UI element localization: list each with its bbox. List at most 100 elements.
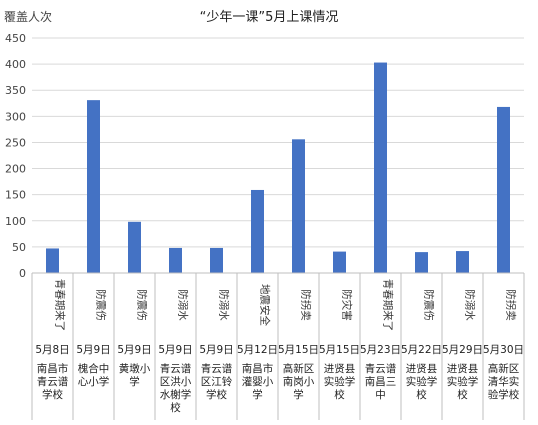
- school-line: 学: [293, 388, 304, 401]
- school-line: 验学校: [488, 388, 520, 401]
- school-line: 进贤县: [447, 363, 479, 375]
- bar: [210, 247, 223, 273]
- category-school-label: 南昌市灌婴小学: [242, 362, 274, 401]
- bar: [374, 62, 387, 273]
- school-line: 心小学: [78, 375, 110, 388]
- category-date-label: 5月22日: [401, 344, 442, 356]
- school-line: 学: [129, 375, 140, 388]
- y-tick-label: 250: [5, 136, 26, 149]
- school-line: 学校: [206, 388, 227, 401]
- y-tick-label: 350: [5, 84, 26, 97]
- category-date-label: 5月8日: [35, 344, 69, 356]
- category-topic-label: 防灾害: [341, 289, 354, 321]
- school-line: 南昌市: [37, 362, 69, 375]
- bar: [128, 221, 141, 273]
- category-school-label: 进贤县实验学校: [406, 363, 438, 401]
- school-line: 进贤县: [324, 363, 356, 375]
- school-line: 青云谱: [201, 362, 233, 375]
- category-topic-label: 防拐卖: [300, 289, 313, 321]
- school-line: 区江铃: [201, 375, 233, 388]
- category-school-label: 青云谱区江铃学校: [201, 362, 233, 401]
- bar: [169, 247, 182, 273]
- category-topic-label: 地震安全: [259, 284, 272, 326]
- category-date-label: 5月9日: [76, 344, 110, 356]
- category-school-label: 高新区南岗小学: [283, 362, 315, 401]
- school-line: 高新区: [283, 362, 315, 375]
- school-line: 实验学: [406, 375, 438, 388]
- school-line: 槐合中: [78, 362, 110, 375]
- y-tick-label: 100: [5, 215, 26, 228]
- school-line: 青云谱: [160, 362, 192, 375]
- school-line: 清华实: [488, 375, 520, 388]
- category-school-label: 高新区清华实验学校: [488, 362, 520, 401]
- category-school-label: 进贤县实验学校: [324, 363, 356, 401]
- gridlines: [32, 37, 524, 274]
- school-line: 学校: [42, 388, 63, 401]
- category-date-label: 5月9日: [158, 344, 192, 356]
- category-school-label: 青云谱南昌三中: [365, 362, 397, 401]
- y-tick-label: 0: [19, 267, 26, 280]
- category-school-label: 槐合中心小学: [78, 362, 110, 388]
- bar: [87, 100, 100, 274]
- school-line: 学: [252, 388, 263, 401]
- y-axis-ticks: 0 50 100 150 200 250 300 350 400 450: [5, 32, 26, 280]
- y-axis-label: 覆盖人次: [4, 10, 53, 24]
- bar: [251, 189, 264, 273]
- category-topic-label: 防溺水: [218, 289, 231, 321]
- school-line: 南昌三: [365, 375, 397, 388]
- category-date-label: 5月30日: [483, 344, 524, 356]
- school-line: 实验学: [447, 375, 479, 388]
- category-topic-label: 防溺水: [464, 289, 477, 321]
- category-date-label: 5月9日: [199, 344, 233, 356]
- category-date-label: 5月12日: [237, 344, 278, 356]
- school-line: 青云谱: [37, 375, 69, 388]
- school-line: 青云谱: [365, 362, 397, 375]
- bar: [415, 252, 428, 273]
- school-line: 南昌市: [242, 362, 274, 375]
- chart-title: “少年一课”5月上课情况: [199, 10, 339, 25]
- category-topic-label: 防拐卖: [505, 289, 518, 321]
- school-line: 校: [334, 388, 345, 401]
- school-line: 校: [170, 401, 181, 414]
- bar: [46, 248, 59, 273]
- category-date-label: 5月23日: [360, 344, 401, 356]
- y-tick-label: 200: [5, 163, 26, 176]
- y-tick-label: 150: [5, 189, 26, 202]
- category-topic-label: 青春期来了: [382, 279, 395, 332]
- bar: [292, 139, 305, 273]
- school-line: 灌婴小: [242, 376, 274, 388]
- y-tick-label: 50: [12, 241, 26, 254]
- category-date-label: 5月9日: [117, 344, 151, 356]
- bar: [456, 251, 469, 273]
- school-line: 校: [457, 388, 468, 401]
- category-topic-label: 防震伤: [423, 289, 436, 321]
- category-school-label: 黄墩小学: [119, 362, 151, 388]
- y-tick-label: 400: [5, 58, 26, 71]
- category-school-label: 青云谱区洪小水榭学校: [160, 362, 192, 414]
- school-line: 高新区: [488, 362, 520, 375]
- category-topic-label: 青春期来了: [54, 279, 67, 332]
- bars: [46, 62, 510, 274]
- school-line: 黄墩小: [119, 362, 151, 375]
- school-line: 进贤县: [406, 363, 438, 375]
- school-line: 水榭学: [160, 388, 192, 401]
- bar: [497, 106, 510, 273]
- y-tick-label: 450: [5, 32, 26, 45]
- category-topic-label: 防震伤: [136, 289, 149, 321]
- category-topic-label: 防震伤: [95, 289, 108, 321]
- category-school-label: 进贤县实验学校: [447, 363, 479, 401]
- school-line: 实验学: [324, 375, 356, 388]
- school-line: 区洪小: [160, 376, 192, 388]
- category-table: 青春期来了5月8日南昌市青云谱学校防震伤5月9日槐合中心小学防震伤5月9日黄墩小…: [31, 272, 525, 420]
- category-date-label: 5月15日: [278, 344, 319, 356]
- category-school-label: 南昌市青云谱学校: [37, 362, 69, 401]
- category-date-label: 5月29日: [442, 344, 483, 356]
- category-date-label: 5月15日: [319, 344, 360, 356]
- category-topic-label: 防溺水: [177, 289, 190, 321]
- school-line: 南岗小: [283, 375, 315, 388]
- bar: [333, 251, 346, 273]
- school-line: 中: [375, 388, 386, 401]
- y-tick-label: 300: [5, 110, 26, 123]
- school-line: 校: [416, 388, 427, 401]
